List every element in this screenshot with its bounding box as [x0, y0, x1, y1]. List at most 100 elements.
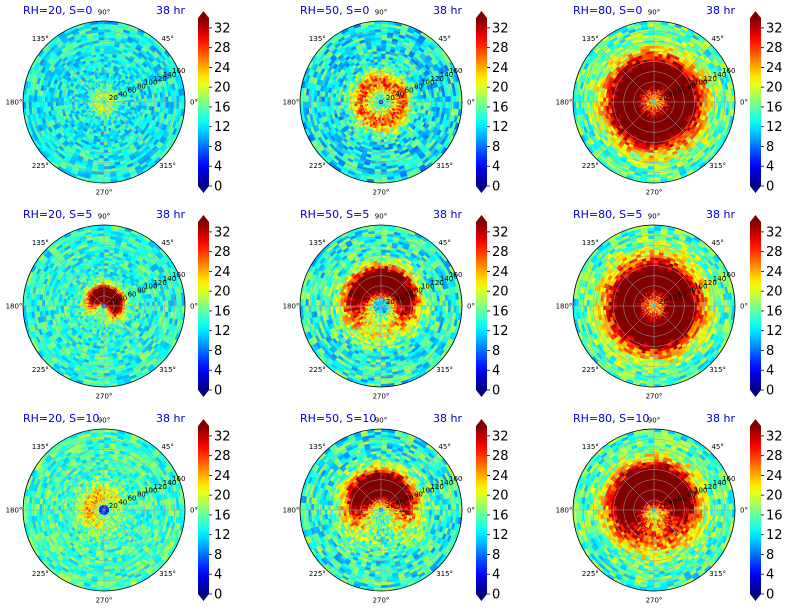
angular-gridline — [46, 305, 105, 364]
radial-tick-label: 100 — [694, 487, 707, 495]
colorbar-tick-label: 32 — [492, 21, 509, 36]
angular-tick-label: 225° — [32, 162, 49, 170]
colorbar-tick-label: 32 — [492, 225, 509, 240]
colorbar-tick-label: 12 — [766, 324, 783, 339]
polar-panel: 0°45°90°135°180°225°270°315°20 40 60 801001… — [556, 412, 748, 605]
radial-tick-label: 160 — [172, 475, 185, 483]
colorbar-tick-label: 20 — [766, 489, 783, 504]
angular-gridline — [653, 509, 712, 568]
colorbar-extend-min — [750, 594, 761, 601]
colorbar-tick-label: 16 — [492, 508, 509, 523]
colorbar-tick-label: 8 — [766, 548, 774, 563]
radial-tick-label: 20 — [109, 94, 118, 102]
angular-tick-label: 90° — [98, 213, 110, 221]
panel-time-label: 38 hr — [433, 208, 462, 221]
angular-gridline — [323, 452, 382, 511]
angular-tick-label: 90° — [648, 213, 660, 221]
colorbar-extend-max — [198, 11, 209, 18]
colorbar-extend-min — [476, 594, 487, 601]
radial-tick-label: 60 — [405, 494, 414, 502]
colorbar-tick-label: 4 — [214, 160, 222, 175]
colorbar-tick-label: 8 — [492, 548, 500, 563]
colorbar-tick-label: 0 — [766, 384, 774, 399]
colorbar-tick-label: 32 — [766, 225, 783, 240]
angular-gridline — [323, 44, 382, 103]
angular-tick-label: 315° — [159, 366, 176, 374]
colorbar: 0 4 8 12 16 20 24 28 32 — [750, 419, 783, 603]
colorbar-tick-label: 12 — [214, 528, 231, 543]
panel-title: RH=80, S=0 — [573, 4, 642, 17]
angular-tick-label: 270° — [96, 597, 113, 605]
radial-tick-label: 140 — [163, 275, 176, 283]
heatmap-field — [23, 429, 185, 591]
angular-tick-label: 45° — [711, 443, 723, 451]
colorbar: 0 4 8 12 16 20 24 28 32 — [750, 11, 783, 195]
colorbar-tick-label: 12 — [214, 120, 231, 135]
angular-gridline — [596, 101, 655, 160]
panel-time-label: 38 hr — [156, 4, 185, 17]
radial-tick-label: 100 — [694, 79, 707, 87]
colorbar-tick-label: 16 — [766, 508, 783, 523]
angular-gridline — [103, 452, 162, 511]
colorbar: 0 4 8 12 16 20 24 28 32 — [750, 215, 783, 399]
radial-tick-label: 20 — [659, 94, 668, 102]
polar-frame — [299, 428, 463, 592]
colorbar-extend-max — [750, 419, 761, 426]
radial-tick-label: 60 — [405, 86, 414, 94]
radial-tick-label: 40 — [395, 498, 404, 506]
colorbar: 0 4 8 12 16 20 24 28 32 — [198, 11, 231, 195]
angular-tick-label: 0° — [467, 303, 475, 311]
angular-tick-label: 315° — [159, 162, 176, 170]
colorbar-tick-label: 20 — [492, 285, 509, 300]
polar-frame — [299, 20, 463, 184]
angular-gridline — [653, 44, 712, 103]
angular-tick-label: 135° — [32, 35, 49, 43]
polar-panel: 0°45°90°135°180°225°270°315°20 40 60 801001… — [556, 4, 748, 197]
radial-tick-label: 40 — [395, 294, 404, 302]
polar-frame — [22, 224, 186, 388]
angular-gridline — [596, 44, 655, 103]
panel-title: RH=20, S=0 — [23, 4, 92, 17]
colorbar: 0 4 8 12 16 20 24 28 32 — [476, 419, 509, 603]
colorbar-extend-max — [198, 419, 209, 426]
angular-tick-label: 180° — [283, 99, 300, 107]
panel-title: RH=80, S=5 — [573, 208, 642, 221]
angular-gridline — [596, 248, 655, 307]
angular-gridline — [46, 452, 105, 511]
radial-tick-label: 20 — [109, 502, 118, 510]
angular-tick-label: 0° — [190, 303, 198, 311]
radial-tick-label: 100 — [144, 487, 157, 495]
polar-frame — [22, 20, 186, 184]
radial-tick-label: 120 — [153, 483, 166, 491]
panel-title: RH=80, S=10 — [573, 412, 649, 425]
angular-gridline — [380, 509, 439, 568]
radial-tick-label: 100 — [694, 283, 707, 291]
angular-tick-label: 90° — [375, 417, 387, 425]
panel-title: RH=20, S=5 — [23, 208, 92, 221]
colorbar-tick-label: 32 — [766, 429, 783, 444]
angular-tick-label: 90° — [648, 417, 660, 425]
angular-tick-label: 135° — [309, 443, 326, 451]
colorbar-tick-label: 32 — [214, 429, 231, 444]
colorbar-extend-max — [198, 215, 209, 222]
colorbar-tick-label: 24 — [214, 61, 231, 76]
colorbar-tick-label: 20 — [492, 81, 509, 96]
colorbar-tick-label: 20 — [492, 489, 509, 504]
polar-panel: 0°45°90°135°180°225°270°315°20 40 60 801001… — [283, 412, 475, 605]
colorbar-tick-label: 4 — [766, 568, 774, 583]
colorbar-tick-label: 8 — [492, 140, 500, 155]
angular-tick-label: 315° — [709, 366, 726, 374]
angular-tick-label: 45° — [711, 239, 723, 247]
colorbar-extend-max — [476, 11, 487, 18]
colorbar-extend-min — [750, 186, 761, 193]
radial-tick-label: 160 — [449, 475, 462, 483]
angular-tick-label: 0° — [467, 507, 475, 515]
radial-tick-label: 140 — [713, 275, 726, 283]
angular-tick-label: 225° — [309, 162, 326, 170]
angular-tick-label: 0° — [740, 507, 748, 515]
colorbar-extend-max — [750, 215, 761, 222]
colorbar-tick-label: 24 — [214, 265, 231, 280]
colorbar-tick-label: 24 — [214, 469, 231, 484]
colorbar-tick-label: 28 — [214, 245, 231, 260]
angular-tick-label: 180° — [6, 303, 23, 311]
